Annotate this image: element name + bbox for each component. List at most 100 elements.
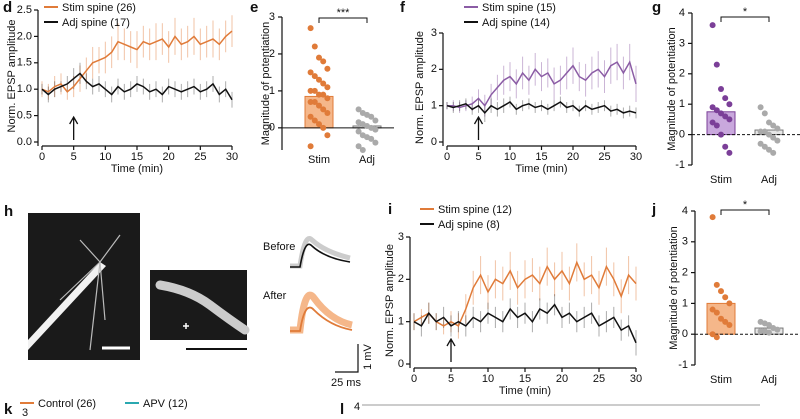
data-point — [311, 98, 318, 105]
legend-label: APV (12) — [143, 398, 188, 410]
y-tick-label: 1 — [398, 316, 404, 328]
data-point — [368, 113, 375, 120]
data-point — [372, 117, 379, 124]
panel-label: h — [4, 203, 13, 220]
data-point — [718, 86, 724, 92]
y-axis-label: Magnitude of potentiation — [666, 27, 678, 151]
y-tick-label: 0.0 — [17, 136, 32, 148]
y-tick-label: 2 — [269, 48, 275, 60]
scale-label: 25 ms — [331, 377, 361, 389]
y-axis-label: Norm. EPSP amplitude — [6, 20, 18, 133]
x-tick-label: 20 — [163, 151, 175, 163]
x-tick-label: 25 — [593, 373, 605, 385]
data-point — [713, 309, 720, 316]
x-tick-label: 20 — [567, 151, 579, 163]
data-point — [324, 110, 331, 117]
data-point — [311, 117, 318, 124]
data-point — [311, 87, 318, 94]
data-point — [726, 321, 733, 328]
y-tick-label: 2 — [431, 63, 437, 75]
x-tick-label: 30 — [226, 151, 238, 163]
panel-k: k 3 — [4, 401, 28, 419]
y-axis-label: Norm. EPSP amplitude — [414, 31, 426, 144]
x-tick-label: 5 — [475, 151, 481, 163]
stimulus-arrow — [473, 115, 484, 140]
x-tick-label: 10 — [504, 151, 516, 163]
x-axis-label: Time (min) — [499, 385, 551, 397]
data-point — [307, 143, 314, 150]
data-point — [709, 306, 716, 313]
data-point — [307, 98, 314, 105]
y-tick-label: 0 — [269, 122, 275, 134]
data-point — [324, 95, 331, 102]
data-point — [311, 73, 318, 80]
data-point — [709, 104, 716, 111]
data-point — [761, 143, 768, 150]
data-point — [316, 102, 322, 109]
trace-after-trials — [290, 291, 353, 334]
tick-label: 4 — [354, 401, 360, 413]
series-line — [413, 260, 637, 327]
data-point — [368, 135, 375, 142]
data-point — [766, 321, 772, 328]
data-point — [320, 58, 327, 65]
panel-label: g — [652, 0, 661, 16]
data-point — [774, 326, 781, 333]
y-tick-label: -1 — [675, 159, 685, 171]
x-axis-label: Time (min) — [111, 163, 163, 175]
data-point — [320, 124, 327, 131]
data-point — [718, 315, 724, 322]
x-tick-label: 5 — [448, 373, 454, 385]
x-tick-label: 5 — [71, 151, 77, 163]
data-point — [307, 69, 314, 76]
y-tick-label: 3 — [679, 37, 685, 49]
data-point — [722, 294, 729, 301]
panel-label: d — [3, 0, 12, 16]
y-tick-label: 1 — [431, 100, 437, 112]
x-tick-label: 0 — [444, 151, 450, 163]
data-point — [722, 113, 729, 120]
data-point — [757, 104, 764, 111]
y-tick-label: 2 — [398, 273, 404, 285]
dendrite-inset — [155, 280, 250, 335]
y-tick-label: 4 — [679, 7, 685, 19]
y-tick-label: 1 — [269, 85, 275, 97]
data-point — [307, 113, 314, 120]
data-point — [761, 128, 768, 135]
data-point — [709, 331, 716, 338]
trace-before — [290, 243, 351, 268]
x-tick-label: 30 — [630, 373, 642, 385]
y-tick-label: 3 — [431, 27, 437, 39]
series-line — [447, 60, 637, 109]
series-line — [41, 72, 233, 101]
x-tick-label: Stim — [710, 374, 732, 386]
scale-label: 1 mV — [362, 344, 374, 370]
data-point — [757, 328, 764, 335]
data-point — [770, 122, 777, 129]
data-point — [316, 121, 322, 128]
panel-label: e — [250, 0, 258, 16]
significance-label: * — [743, 199, 748, 211]
data-point — [316, 91, 322, 98]
data-point — [722, 318, 729, 325]
panel-l: l 4 — [340, 401, 760, 418]
data-point — [320, 106, 327, 113]
series-line — [41, 30, 233, 93]
data-point — [722, 143, 729, 150]
x-tick-label: 0 — [39, 151, 45, 163]
data-point — [713, 281, 720, 288]
data-point — [713, 107, 720, 114]
data-point — [766, 146, 772, 153]
data-point — [320, 80, 327, 87]
panel-label: j — [651, 201, 656, 218]
data-point — [316, 54, 322, 61]
data-point — [770, 149, 777, 156]
x-tick-label: Stim — [308, 154, 330, 166]
data-point — [774, 137, 781, 144]
significance-label: *** — [337, 7, 351, 19]
data-point — [307, 87, 314, 94]
y-tick-label: 1 — [679, 98, 685, 110]
y-tick-label: 3 — [682, 236, 688, 248]
pipette — [28, 262, 106, 350]
x-tick-label: Stim — [710, 174, 732, 186]
